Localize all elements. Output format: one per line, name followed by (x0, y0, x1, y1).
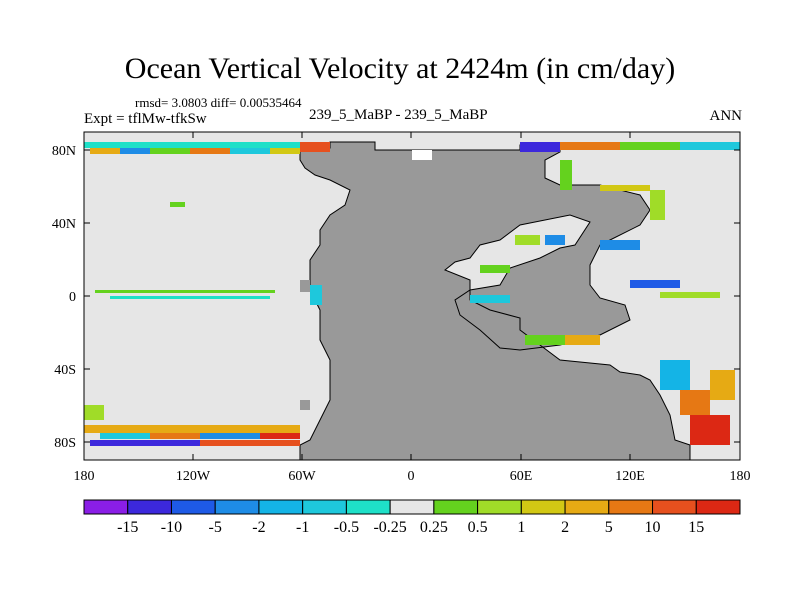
colorbar-swatch (433, 499, 479, 515)
velocity-patch (690, 415, 730, 445)
velocity-patch (84, 142, 300, 148)
colorbar-swatch (345, 499, 391, 515)
velocity-patch (650, 190, 665, 220)
colorbar-label: -10 (161, 519, 182, 536)
stats-line: rmsd= 3.0803 diff= 0.00535464 (135, 95, 302, 110)
plot-title: Ocean Vertical Velocity at 2424m (in cm/… (124, 52, 676, 85)
x-tick-label: 120E (615, 469, 645, 484)
colorbar-swatch (477, 499, 522, 515)
colorbar-label: 1 (517, 519, 525, 536)
colorbar-label: -0.5 (334, 519, 359, 536)
velocity-patch (630, 280, 680, 288)
island (300, 280, 310, 292)
colorbar-label: 0.5 (468, 519, 488, 536)
velocity-patch (560, 142, 620, 150)
velocity-patch (270, 148, 300, 154)
velocity-field (84, 142, 740, 446)
velocity-patch (545, 235, 565, 245)
velocity-patch (470, 295, 510, 303)
velocity-patch (520, 142, 560, 152)
island (412, 150, 432, 160)
velocity-patch (84, 425, 300, 433)
velocity-patch (600, 185, 650, 191)
x-tick-label: 120W (176, 469, 211, 484)
case-subtitle: 239_5_MaBP - 239_5_MaBP (309, 107, 488, 123)
velocity-patch (170, 202, 185, 207)
colorbar: -15 -10 -5 -2 -1 -0.5 -0.25 0.25 0.5 1 2 5 10 15 (83, 499, 741, 536)
velocity-patch (680, 142, 740, 150)
velocity-patch (110, 296, 270, 299)
colorbar-swatch (214, 499, 260, 515)
velocity-patch (100, 433, 150, 439)
colorbar-swatch (302, 499, 347, 515)
colorbar-label: -15 (117, 519, 138, 536)
colorbar-label: 0.25 (420, 519, 448, 536)
season-label: ANN (709, 108, 743, 124)
velocity-patch (95, 290, 275, 293)
colorbar-label: 5 (605, 519, 613, 536)
experiment-label: Expt = tflMw-tfkSw (84, 111, 207, 127)
colorbar-label: -0.25 (373, 519, 406, 536)
colorbar-swatch (520, 499, 566, 515)
velocity-patch (680, 390, 710, 415)
colorbar-swatch (258, 499, 304, 515)
velocity-patch (565, 335, 600, 345)
velocity-patch (525, 335, 565, 345)
velocity-patch (660, 292, 720, 298)
velocity-patch (150, 148, 190, 154)
velocity-patch (84, 405, 104, 420)
velocity-patch (560, 160, 572, 190)
velocity-patch (90, 440, 200, 446)
colorbar-swatch (389, 499, 435, 515)
y-tick-label: 40N (52, 217, 76, 232)
velocity-patch (710, 370, 735, 400)
x-tick-label: 60W (288, 469, 316, 484)
x-tick-label: 60E (510, 469, 533, 484)
velocity-patch (660, 360, 690, 390)
velocity-patch (480, 265, 510, 273)
x-tick-label: 180 (74, 469, 95, 484)
island (300, 400, 310, 410)
colorbar-label: -2 (252, 519, 265, 536)
y-tick-label: 0 (69, 290, 76, 305)
velocity-patch (190, 148, 230, 154)
velocity-patch (260, 433, 300, 439)
velocity-patch (200, 440, 300, 446)
colorbar-swatch (127, 499, 172, 515)
velocity-patch (515, 235, 540, 245)
y-tick-label: 80S (54, 436, 76, 451)
y-tick-label: 40S (54, 363, 76, 378)
colorbar-swatch (608, 499, 654, 515)
x-tick-label: 0 (408, 469, 415, 484)
colorbar-label: 15 (688, 519, 704, 536)
colorbar-swatch (83, 499, 129, 515)
colorbar-label: -1 (296, 519, 309, 536)
colorbar-label: 2 (561, 519, 569, 536)
velocity-patch (90, 148, 120, 154)
velocity-patch (620, 142, 680, 150)
velocity-patch (150, 433, 200, 439)
colorbar-swatch (695, 499, 741, 515)
y-tick-label: 80N (52, 144, 76, 159)
colorbar-swatch (652, 499, 697, 515)
colorbar-swatch (170, 499, 216, 515)
x-tick-label: 180 (730, 469, 751, 484)
colorbar-label: -5 (209, 519, 222, 536)
y-axis (84, 149, 740, 443)
velocity-patch (300, 142, 330, 152)
colorbar-swatch (564, 499, 610, 515)
velocity-patch (200, 433, 260, 439)
velocity-patch (230, 148, 270, 154)
velocity-patch (120, 148, 150, 154)
colorbar-label: 10 (645, 519, 661, 536)
x-axis (192, 132, 631, 460)
velocity-patch (310, 285, 322, 305)
velocity-patch (600, 240, 640, 250)
